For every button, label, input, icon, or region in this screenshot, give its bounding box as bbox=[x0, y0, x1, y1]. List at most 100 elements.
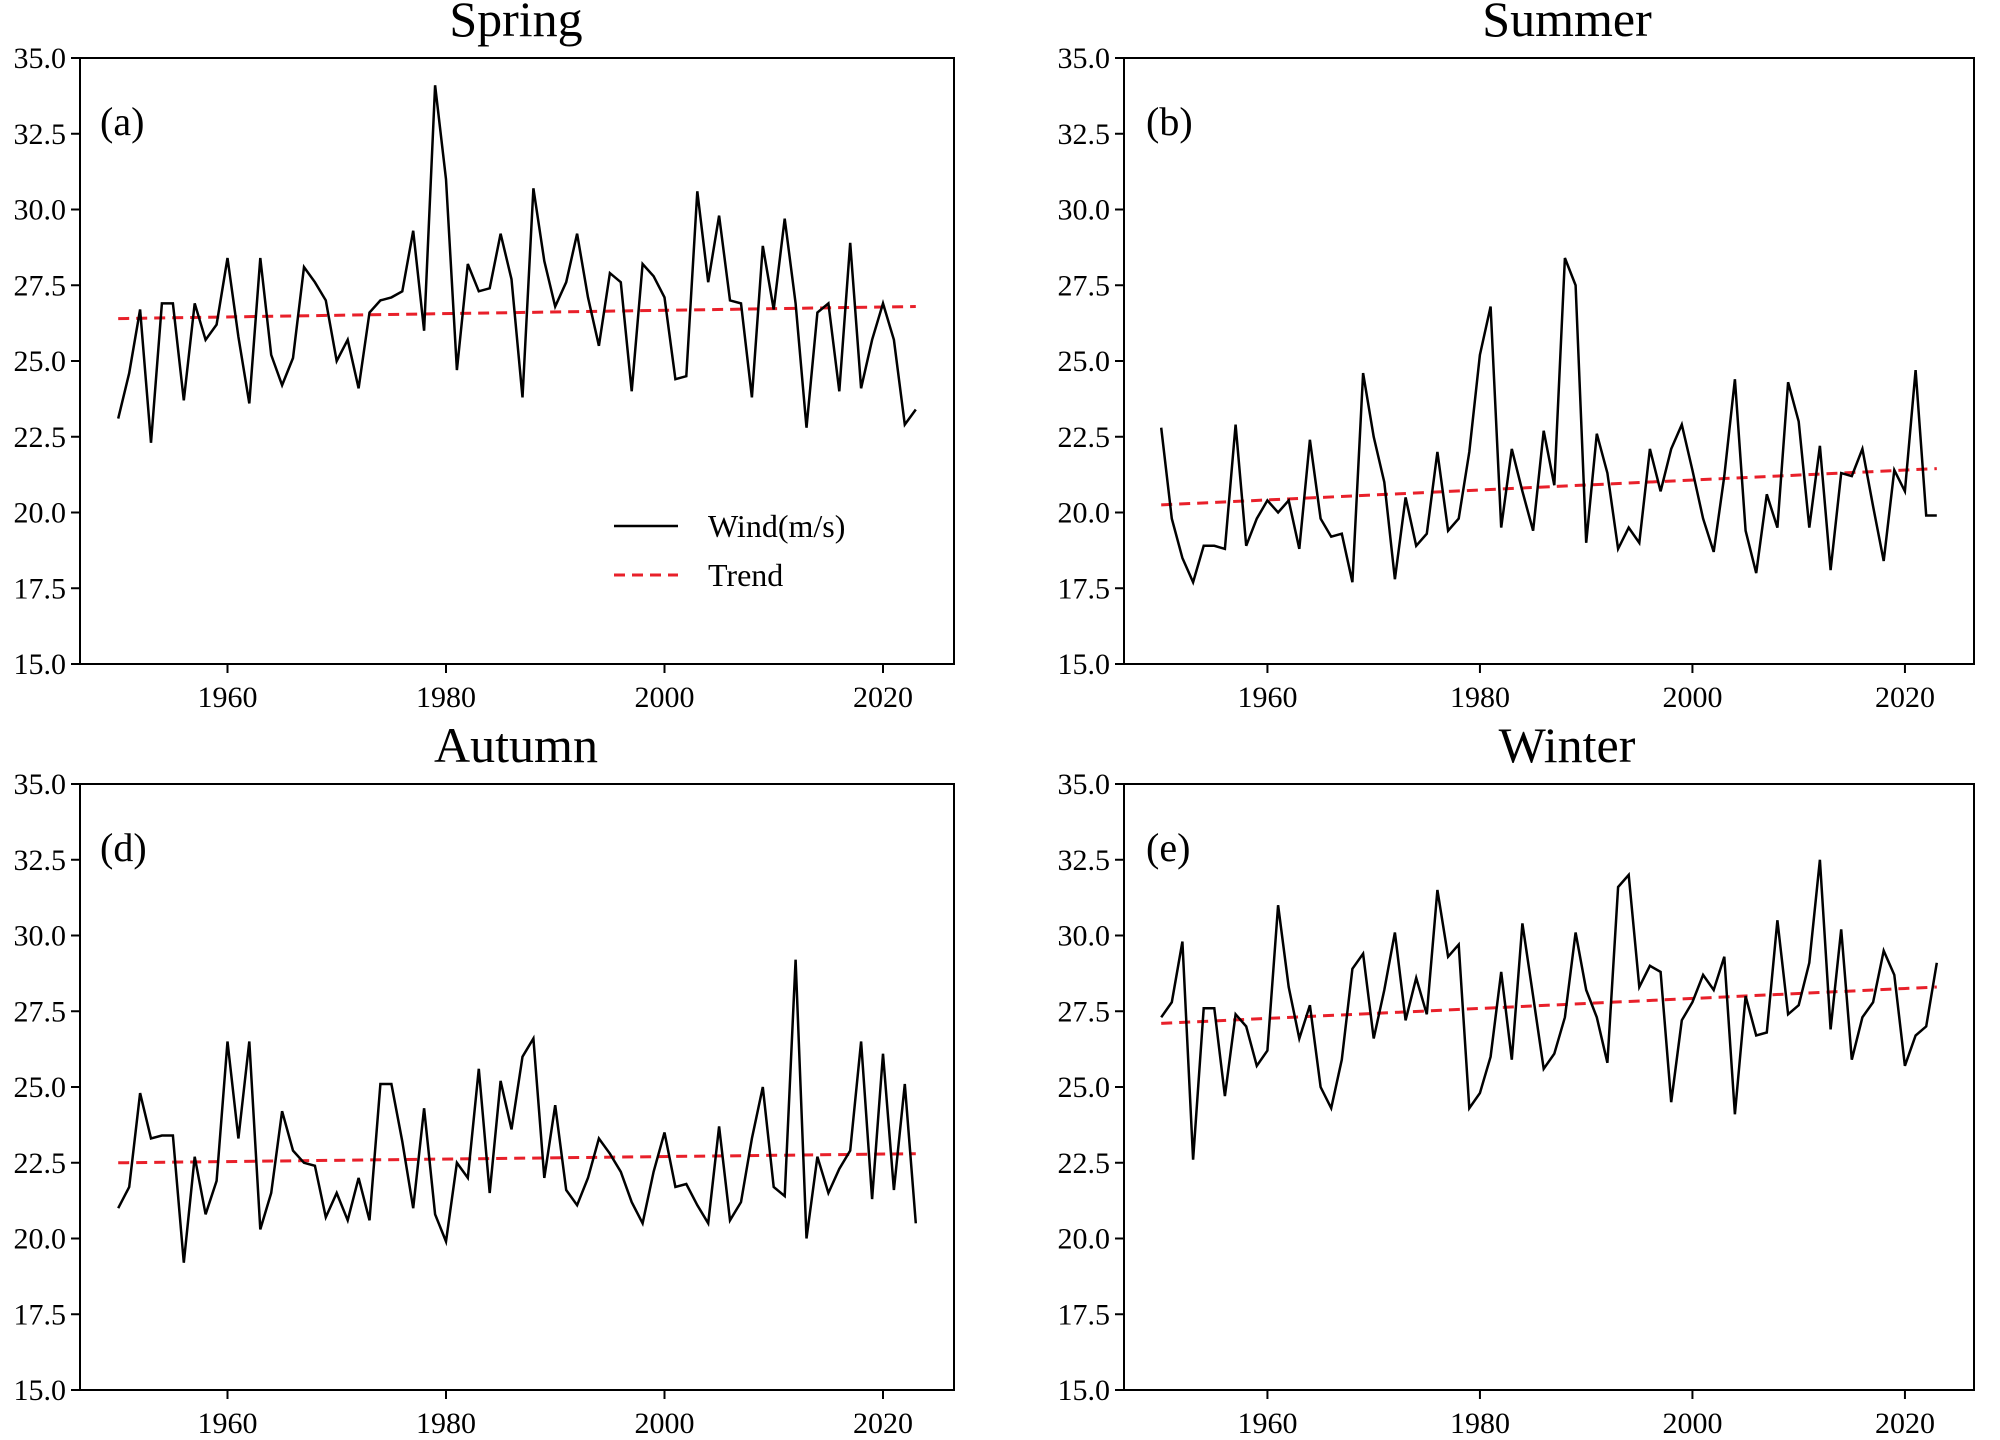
data-point bbox=[347, 339, 349, 341]
panel-spring: Spring 15.0 17.5 20.0 22.5 25.0 27.5 30.0 32.5 3… bbox=[14, 0, 955, 714]
data-point bbox=[664, 1132, 666, 1134]
x-tick-label: 2020 bbox=[1875, 1407, 1935, 1440]
y-tick-label: 22.5 bbox=[14, 421, 67, 454]
panel-autumn: Autumn 15.0 17.5 20.0 22.5 25.0 27.5 30.0 32.5 3… bbox=[14, 717, 955, 1440]
data-point bbox=[1734, 1113, 1736, 1115]
data-point bbox=[532, 187, 534, 189]
data-point bbox=[631, 1201, 633, 1203]
data-point bbox=[227, 257, 229, 259]
data-point bbox=[1160, 427, 1162, 429]
x-tick-label: 1960 bbox=[1237, 1407, 1297, 1440]
data-point bbox=[587, 1177, 589, 1179]
data-point bbox=[117, 1207, 119, 1209]
data-point bbox=[522, 1056, 524, 1058]
data-point bbox=[1776, 919, 1778, 921]
data-point bbox=[784, 218, 786, 220]
wind-series-line bbox=[1160, 859, 1939, 1160]
data-point bbox=[1745, 530, 1747, 532]
data-point bbox=[456, 1162, 458, 1164]
y-tick-label: 17.5 bbox=[1058, 572, 1111, 605]
data-point bbox=[773, 1186, 775, 1188]
y-tick-label: 32.5 bbox=[14, 118, 67, 151]
data-point bbox=[1458, 518, 1460, 520]
data-point bbox=[1861, 448, 1863, 450]
data-point bbox=[489, 287, 491, 289]
data-point bbox=[915, 1222, 917, 1224]
data-point bbox=[270, 1192, 272, 1194]
data-point bbox=[762, 245, 764, 247]
data-point bbox=[1245, 1025, 1247, 1027]
data-point bbox=[1713, 551, 1715, 553]
data-point bbox=[303, 1162, 305, 1164]
data-point bbox=[620, 281, 622, 283]
data-point bbox=[1468, 1107, 1470, 1109]
data-point bbox=[1309, 1004, 1311, 1006]
data-point bbox=[1585, 989, 1587, 991]
y-tick-label: 30.0 bbox=[14, 194, 67, 227]
data-point bbox=[696, 1204, 698, 1206]
y-tick-label: 20.0 bbox=[1058, 497, 1111, 530]
data-point bbox=[336, 360, 338, 362]
data-point bbox=[893, 1189, 895, 1191]
data-point bbox=[1203, 545, 1205, 547]
y-tick-label: 17.5 bbox=[1058, 1298, 1111, 1331]
data-point bbox=[1713, 989, 1715, 991]
data-point bbox=[1479, 354, 1481, 356]
data-point bbox=[1511, 448, 1513, 450]
data-point bbox=[806, 1238, 808, 1240]
data-point bbox=[281, 384, 283, 386]
data-point bbox=[707, 281, 709, 283]
data-point bbox=[1840, 928, 1842, 930]
data-point bbox=[303, 266, 305, 268]
y-tick-label: 25.0 bbox=[1058, 345, 1111, 378]
data-point bbox=[1521, 922, 1523, 924]
data-point bbox=[401, 290, 403, 292]
data-point bbox=[642, 263, 644, 265]
plot-frame bbox=[79, 57, 955, 665]
data-point bbox=[718, 215, 720, 217]
data-point bbox=[1819, 859, 1821, 861]
data-point bbox=[587, 296, 589, 298]
data-point bbox=[216, 324, 218, 326]
data-point bbox=[1606, 1062, 1608, 1064]
data-point bbox=[1681, 424, 1683, 426]
data-point bbox=[1458, 944, 1460, 946]
y-tick-label: 35.0 bbox=[1058, 768, 1111, 801]
data-point bbox=[194, 302, 196, 304]
data-point bbox=[511, 1128, 513, 1130]
data-point bbox=[1543, 1068, 1545, 1070]
data-point bbox=[1617, 548, 1619, 550]
data-point bbox=[1596, 433, 1598, 435]
data-point bbox=[205, 339, 207, 341]
data-point bbox=[674, 1186, 676, 1188]
data-point bbox=[729, 1219, 731, 1221]
data-point bbox=[1436, 889, 1438, 891]
data-point bbox=[434, 1213, 436, 1215]
data-point bbox=[1808, 527, 1810, 529]
data-point bbox=[1394, 578, 1396, 580]
data-point bbox=[1798, 1004, 1800, 1006]
data-points bbox=[1160, 859, 1938, 1161]
data-point bbox=[795, 302, 797, 304]
y-tick-label: 30.0 bbox=[1058, 194, 1111, 227]
y-tick-label: 25.0 bbox=[14, 1071, 67, 1104]
data-point bbox=[740, 1201, 742, 1203]
data-point bbox=[1160, 1016, 1162, 1018]
data-point bbox=[1192, 581, 1194, 583]
data-point bbox=[1766, 1032, 1768, 1034]
data-point bbox=[1341, 1059, 1343, 1061]
data-point bbox=[1256, 518, 1258, 520]
data-point bbox=[478, 1068, 480, 1070]
data-point bbox=[871, 1198, 873, 1200]
y-tick-label: 32.5 bbox=[1058, 118, 1111, 151]
data-point bbox=[1500, 527, 1502, 529]
data-point bbox=[642, 1222, 644, 1224]
data-point bbox=[1490, 306, 1492, 308]
data-point bbox=[500, 233, 502, 235]
data-point bbox=[685, 1183, 687, 1185]
data-point bbox=[522, 396, 524, 398]
data-point bbox=[806, 427, 808, 429]
data-point bbox=[248, 402, 250, 404]
data-point bbox=[1415, 545, 1417, 547]
data-points bbox=[117, 84, 917, 444]
